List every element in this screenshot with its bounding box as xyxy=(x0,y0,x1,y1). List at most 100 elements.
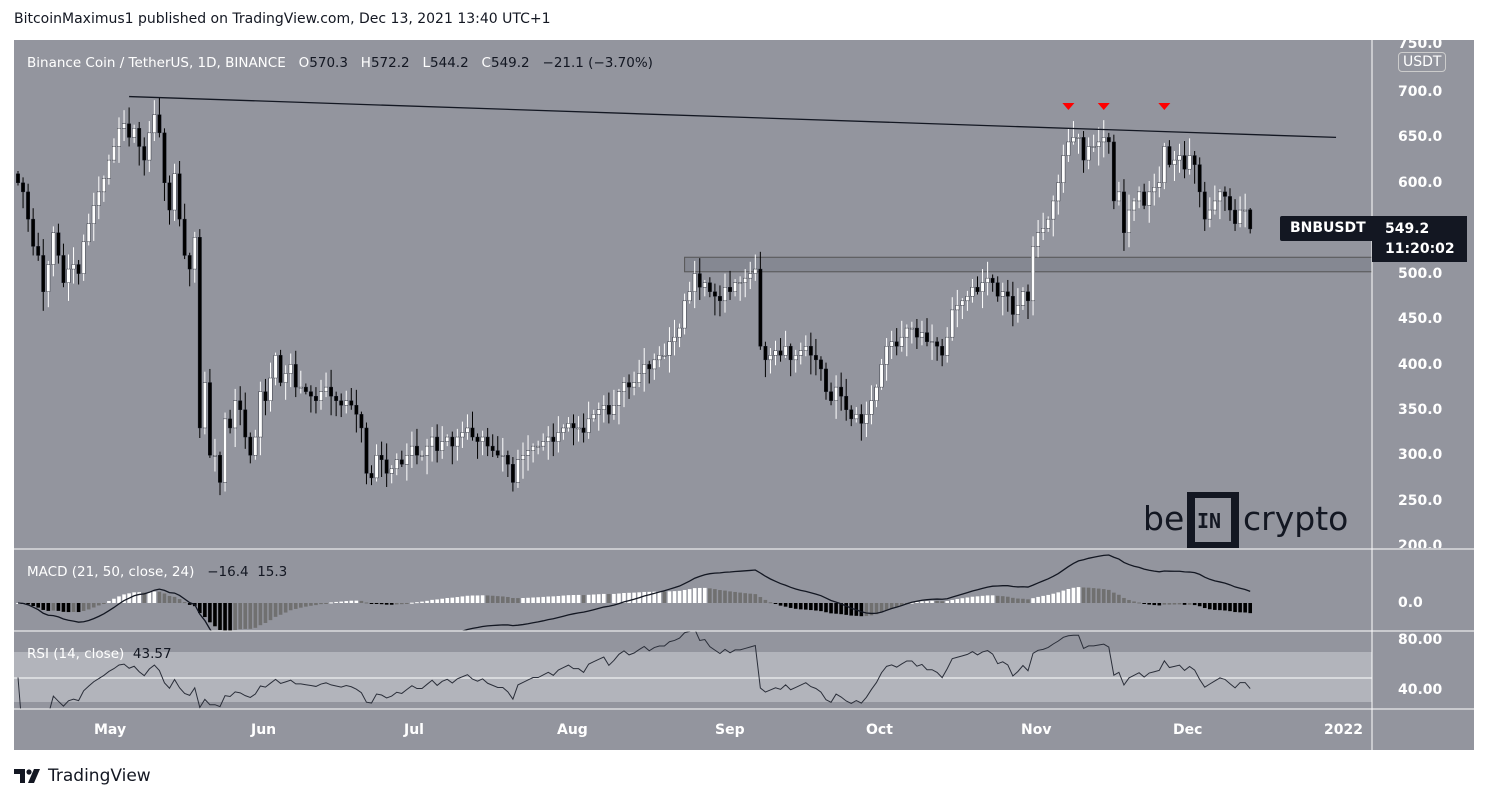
candle-body xyxy=(672,336,677,342)
candle-body xyxy=(808,346,813,356)
time-tick: Aug xyxy=(557,722,588,738)
macd-histogram-bar xyxy=(71,603,76,612)
candle-body xyxy=(622,382,626,392)
candle-body xyxy=(662,355,667,357)
macd-histogram-bar xyxy=(960,598,965,603)
macd-histogram-bar xyxy=(1036,596,1040,603)
rsi-label[interactable]: RSI (14, close) xyxy=(27,646,125,662)
candle-body xyxy=(889,341,894,347)
macd-histogram-bar xyxy=(1132,601,1136,603)
macd-histogram-bar xyxy=(293,603,298,609)
candle-body xyxy=(334,395,339,401)
macd-histogram-bar xyxy=(495,596,500,603)
high-value: 572.2 xyxy=(370,55,410,71)
price-tick: 350.0 xyxy=(1398,402,1443,418)
candle-body xyxy=(702,282,707,288)
macd-histogram-bar xyxy=(531,597,535,603)
candle-body xyxy=(379,455,384,460)
macd-histogram-bar xyxy=(753,594,758,603)
macd-histogram-bar xyxy=(405,603,409,604)
time-tick: Jul xyxy=(404,722,424,738)
macd-label[interactable]: MACD (21, 50, close, 24) xyxy=(27,564,195,580)
candle-body xyxy=(445,436,450,442)
candle-body xyxy=(1207,209,1212,220)
candle-body xyxy=(904,327,909,338)
macd-histogram-bar xyxy=(1086,587,1091,603)
candle-body xyxy=(788,346,793,361)
macd-histogram-bar xyxy=(793,603,798,609)
macd-histogram-bar xyxy=(91,603,96,608)
macd-histogram-bar xyxy=(829,603,833,614)
candle-body xyxy=(884,346,889,365)
symbol-name[interactable]: Binance Coin / TetherUS, 1D, BINANCE xyxy=(27,55,286,71)
candle-body xyxy=(420,455,424,457)
macd-histogram-bar xyxy=(445,597,450,603)
symbol-tag: BNBUSDT xyxy=(1280,216,1372,241)
macd-histogram-bar xyxy=(1026,599,1030,603)
macd-histogram-bar xyxy=(809,603,813,611)
macd-histogram-bar xyxy=(203,603,207,618)
macd-histogram-bar xyxy=(768,602,773,604)
candle-body xyxy=(849,409,854,420)
candle-body xyxy=(1051,200,1056,220)
macd-histogram-bar xyxy=(864,603,869,617)
candle-body xyxy=(1177,155,1182,161)
last-price-tag: 549.2 11:20:02 xyxy=(1372,216,1467,262)
macd-histogram-bar xyxy=(1061,590,1066,603)
tradingview-footer[interactable]: TradingView xyxy=(14,766,151,786)
macd-histogram-bar xyxy=(1152,603,1157,606)
candle-body xyxy=(1142,191,1147,206)
macd-histogram-bar xyxy=(36,603,40,608)
currency-button[interactable]: USDT xyxy=(1398,52,1447,72)
candle-body xyxy=(46,264,51,292)
candle-body xyxy=(253,436,258,456)
bearish-marker-icon xyxy=(1158,103,1171,110)
candle-body xyxy=(743,277,748,283)
candle-body xyxy=(1162,146,1167,183)
macd-histogram-bar xyxy=(1223,603,1227,611)
candle-body xyxy=(137,128,142,147)
candle-body xyxy=(647,364,652,370)
candle-body xyxy=(1187,155,1192,170)
candle-body xyxy=(546,436,551,442)
macd-histogram-bar xyxy=(389,603,394,605)
macd-histogram-bar xyxy=(394,603,399,605)
macd-histogram-bar xyxy=(97,603,101,606)
macd-histogram-bar xyxy=(384,603,389,605)
macd-histogram-bar xyxy=(379,603,384,605)
candle-body xyxy=(819,359,823,370)
candle-body xyxy=(682,300,687,329)
candle-body xyxy=(56,232,61,256)
macd-histogram-bar xyxy=(1162,603,1167,605)
candle-body xyxy=(223,418,227,483)
candle-body xyxy=(526,450,530,456)
macd-histogram-bar xyxy=(1122,597,1126,603)
macd-histogram-bar xyxy=(410,602,414,604)
macd-histogram-bar xyxy=(1051,593,1056,603)
candle-body xyxy=(41,255,46,292)
macd-histogram-bar xyxy=(1192,603,1197,606)
candle-body xyxy=(1081,137,1086,161)
macd-histogram-bar xyxy=(1031,598,1035,603)
candle-body xyxy=(258,391,263,438)
macd-histogram-bar xyxy=(627,592,631,603)
candle-body xyxy=(1137,191,1142,202)
candle-body xyxy=(268,377,273,401)
macd-histogram-bar xyxy=(657,591,662,603)
candle-body xyxy=(106,159,111,179)
candle-body xyxy=(425,445,429,456)
price-tick: 450.0 xyxy=(1398,311,1443,327)
macd-histogram-bar xyxy=(1112,592,1116,603)
candle-body xyxy=(1233,209,1237,224)
macd-histogram-bar xyxy=(612,593,616,603)
candle-body xyxy=(985,277,990,283)
macd-value-2: 15.3 xyxy=(257,564,288,580)
macd-histogram-bar xyxy=(617,593,621,603)
open-label: O xyxy=(298,55,310,71)
macd-histogram-bar xyxy=(687,589,692,603)
candle-body xyxy=(415,445,419,456)
candle-body xyxy=(117,128,121,147)
macd-histogram-bar xyxy=(76,603,81,613)
macd-histogram-bar xyxy=(824,603,828,613)
